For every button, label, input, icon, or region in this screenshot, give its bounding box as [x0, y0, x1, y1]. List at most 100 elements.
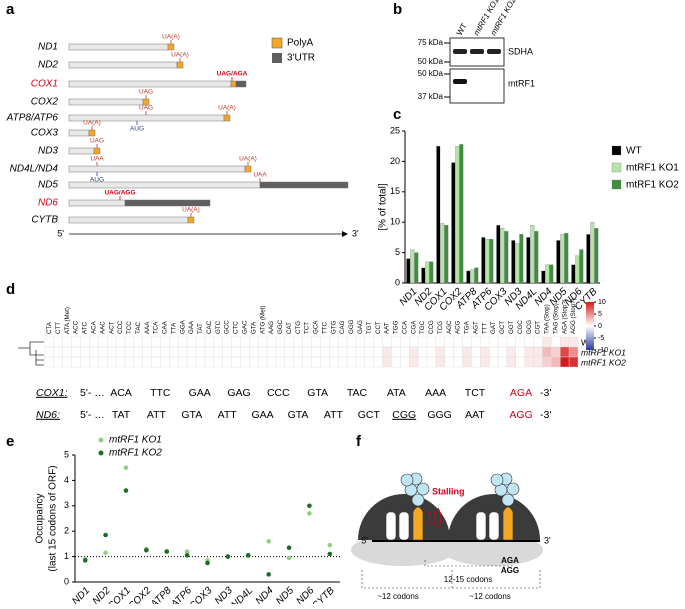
- heat-cell: [53, 356, 63, 368]
- heat-cell: [533, 346, 543, 358]
- bar: [500, 228, 505, 284]
- gene-segment: [187, 216, 195, 224]
- heat-cell: [133, 346, 143, 358]
- column-label: TCT: [304, 322, 311, 334]
- heat-cell: [62, 336, 72, 348]
- heat-cell: [133, 356, 143, 368]
- trna: [488, 511, 500, 541]
- legend-swatch: [611, 145, 622, 156]
- dot: [327, 542, 333, 548]
- column-label: ACA: [90, 320, 97, 334]
- heat-cell: [400, 356, 410, 368]
- gene-segment: [259, 181, 349, 189]
- lane-label: WT: [455, 22, 469, 37]
- dot: [286, 545, 292, 551]
- dot: [266, 572, 271, 577]
- heat-cell: [249, 336, 259, 348]
- heat-cell: [302, 356, 312, 368]
- gene-segment: [68, 181, 261, 189]
- column-label: CCG: [428, 320, 435, 334]
- gene-name: ND5: [38, 180, 58, 191]
- heat-cell: [231, 336, 241, 348]
- bar: [406, 258, 411, 283]
- heat-cell: [284, 356, 294, 368]
- column-label: CGT: [535, 321, 542, 334]
- panel-label: c: [393, 106, 401, 123]
- column-label: TTT: [481, 322, 488, 334]
- heat-cell: [382, 346, 392, 358]
- codon: CCC: [267, 387, 290, 399]
- legend-swatch: [611, 179, 622, 190]
- heat-cell: [249, 356, 259, 368]
- x-tick-label: ND4: [254, 585, 276, 604]
- bar: [474, 267, 479, 284]
- gene-segment: [68, 61, 178, 69]
- heat-cell: [195, 356, 206, 368]
- heat-cell: [560, 336, 570, 348]
- legend-label: mtRF1 KO2: [109, 448, 162, 459]
- panel-label: a: [6, 1, 15, 18]
- heat-cell: [400, 346, 410, 358]
- heat-cell: [80, 356, 90, 368]
- heat-cell: [204, 346, 214, 358]
- codon: ATT: [218, 409, 238, 421]
- codon-label: UA(A): [239, 156, 257, 163]
- blot-frame: [449, 68, 505, 104]
- heat-cell: [44, 346, 55, 358]
- gene-name: ND1: [38, 42, 58, 53]
- heat-cell: [337, 346, 348, 358]
- codon: ATA: [387, 387, 406, 399]
- heat-cell: [106, 356, 117, 368]
- heat-cell: [524, 346, 534, 358]
- heat-cell: [417, 346, 428, 358]
- row-label: mtRF1 KO2: [581, 357, 626, 367]
- column-label: TGC: [419, 320, 426, 334]
- bar: [429, 261, 434, 284]
- heat-cell: [142, 346, 152, 358]
- heat-cell: [373, 336, 383, 348]
- gene-segment: [176, 61, 184, 69]
- column-label: TAC: [135, 322, 142, 334]
- heat-cell: [106, 346, 117, 358]
- heat-cell: [488, 346, 499, 358]
- codon-label: UA(A): [83, 120, 101, 127]
- ribosome-model: Stalling 5' 3' AGA AGG 12-15 codons ~12 …: [351, 472, 551, 601]
- column-label: ATG (Met): [259, 306, 266, 334]
- legend-label: WT: [626, 146, 642, 157]
- heat-cell: [444, 336, 454, 348]
- column-label: GCT: [499, 321, 506, 334]
- release-factor: [412, 506, 424, 541]
- bar: [410, 249, 415, 284]
- heat-cell: [391, 346, 401, 358]
- heat-cell: [409, 346, 419, 358]
- codon-label: AUG: [130, 126, 144, 133]
- column-label: TGG: [393, 320, 400, 334]
- bar: [436, 146, 441, 283]
- seq-prefix: 5'- …: [80, 409, 105, 421]
- heat-cell: [444, 356, 454, 368]
- gene-segment: [93, 147, 101, 155]
- column-label: GCA: [313, 320, 320, 334]
- heat-cell: [426, 356, 437, 368]
- column-label: GCC: [224, 320, 231, 334]
- gene-segment: [223, 114, 231, 122]
- codon: ATT: [324, 409, 344, 421]
- dot: [103, 550, 108, 556]
- heat-cell: [524, 336, 534, 348]
- heat-cell: [364, 356, 374, 368]
- heat-cell: [506, 336, 517, 348]
- column-label: GGC: [277, 319, 284, 334]
- heat-cell: [346, 336, 357, 348]
- gene-segment: [88, 129, 96, 137]
- heat-cell: [115, 346, 126, 358]
- legend-label: mtRF1 KO1: [626, 163, 679, 174]
- heat-cell: [293, 346, 303, 358]
- heat-cell: [213, 346, 223, 358]
- heat-cell: [240, 356, 250, 368]
- heat-cell: [160, 356, 170, 368]
- heat-cell: [320, 336, 330, 348]
- heat-cell: [337, 336, 348, 348]
- codon: AAA: [425, 387, 446, 399]
- heat-cell: [106, 336, 117, 348]
- gene-name: COX2: [31, 97, 59, 108]
